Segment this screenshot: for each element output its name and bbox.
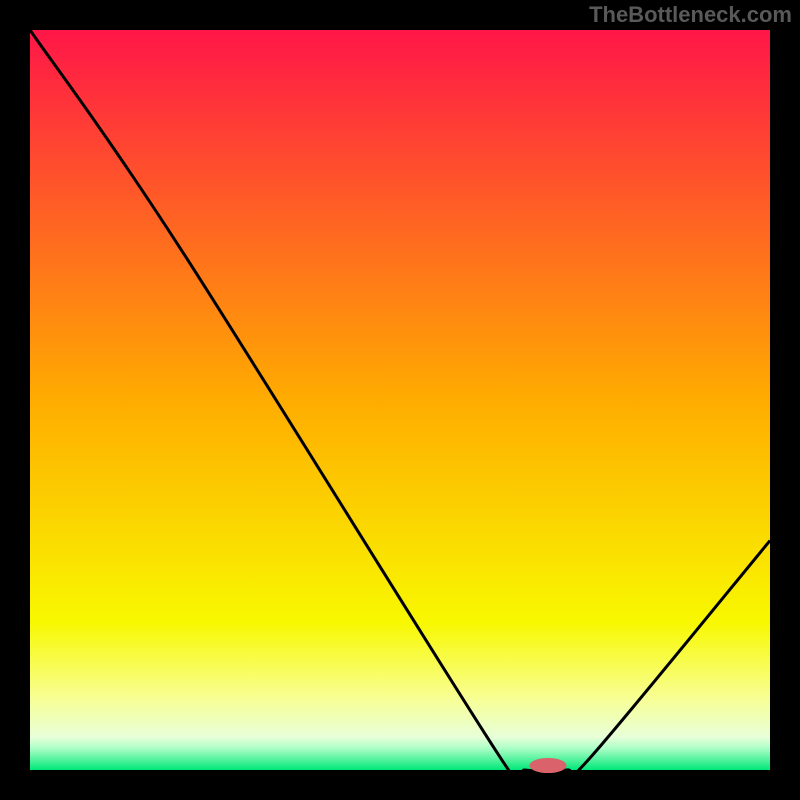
watermark-text: TheBottleneck.com [589,2,792,28]
watermark-label: TheBottleneck.com [589,2,792,27]
optimal-marker [530,759,566,773]
bottleneck-chart [0,0,800,800]
chart-container: TheBottleneck.com [0,0,800,800]
gradient-background [30,30,770,770]
